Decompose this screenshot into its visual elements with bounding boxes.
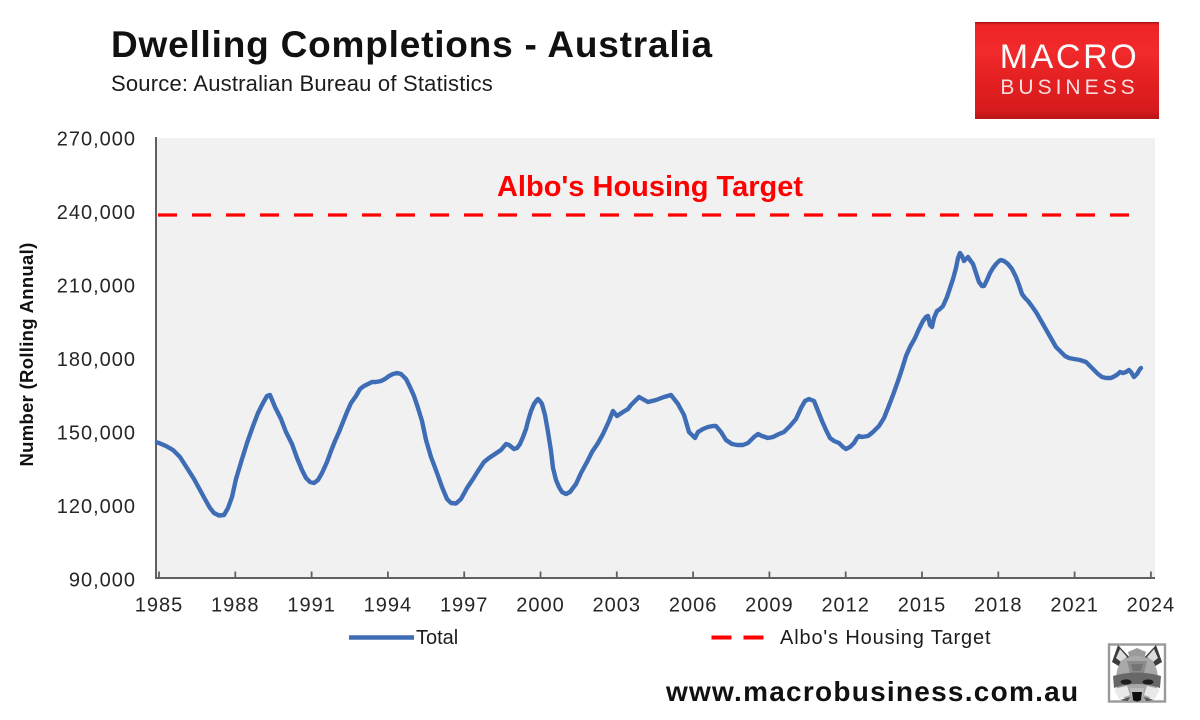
svg-text:2024: 2024 (1127, 595, 1176, 617)
svg-text:1991: 1991 (287, 595, 336, 617)
svg-text:1994: 1994 (364, 595, 413, 617)
svg-text:2009: 2009 (745, 595, 794, 617)
svg-text:Albo's Housing Target: Albo's Housing Target (497, 171, 803, 203)
svg-text:2012: 2012 (821, 595, 870, 617)
svg-text:2021: 2021 (1050, 595, 1099, 617)
svg-text:180,000: 180,000 (57, 349, 136, 371)
svg-text:1988: 1988 (211, 595, 260, 617)
svg-text:2015: 2015 (898, 595, 947, 617)
svg-text:Total: Total (416, 627, 458, 649)
svg-text:2003: 2003 (593, 595, 642, 617)
svg-text:90,000: 90,000 (69, 570, 136, 592)
svg-text:2006: 2006 (669, 595, 718, 617)
svg-text:2000: 2000 (516, 595, 565, 617)
svg-text:1997: 1997 (440, 595, 489, 617)
svg-text:150,000: 150,000 (57, 423, 136, 445)
svg-text:Number (Rolling Annual): Number (Rolling Annual) (16, 242, 37, 466)
svg-text:270,000: 270,000 (57, 129, 136, 151)
svg-text:2018: 2018 (974, 595, 1023, 617)
svg-text:240,000: 240,000 (57, 202, 136, 224)
svg-text:1985: 1985 (135, 595, 184, 617)
svg-text:120,000: 120,000 (57, 496, 136, 518)
svg-text:Albo's Housing Target: Albo's Housing Target (780, 627, 991, 649)
svg-text:210,000: 210,000 (57, 276, 136, 298)
